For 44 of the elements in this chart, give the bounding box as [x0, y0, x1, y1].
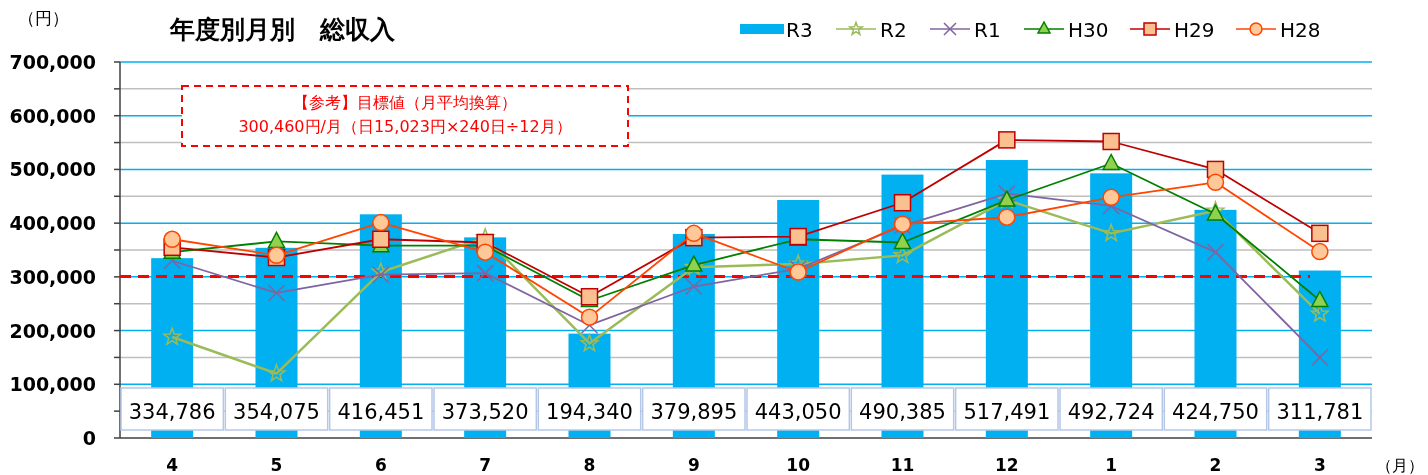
annotation: 【参考】目標値（月平均換算）	[293, 93, 517, 112]
x-tick-label: 4	[166, 455, 179, 475]
y-tick-label: 500,000	[9, 158, 96, 181]
data-label: 517,491	[963, 400, 1051, 424]
annotation: 300,460円/月（日15,023円×240日÷12月）	[238, 117, 572, 136]
data-label: 373,520	[441, 400, 529, 424]
legend-label: R2	[880, 18, 907, 42]
chart-title: 年度別月別 総収入	[169, 15, 396, 44]
x-tick-label: 1	[1105, 455, 1118, 475]
x-axis-title: （月）	[1376, 456, 1424, 475]
annotation: 【参考】目標値（月平均換算） 300,460円/月（日15,023円×240日÷12月）	[181, 85, 629, 147]
x-tick-label: 2	[1209, 455, 1222, 475]
data-label: 194,340	[546, 400, 633, 424]
data-label: 354,075	[233, 400, 320, 424]
y-tick-label: 700,000	[9, 51, 96, 73]
legend-label: H29	[1174, 18, 1215, 42]
data-label: 379,895	[650, 400, 738, 424]
y-tick-label: 0	[82, 427, 96, 449]
data-label: 443,050	[754, 400, 842, 424]
data-label: 492,724	[1067, 400, 1155, 424]
legend-label: H28	[1280, 18, 1321, 42]
y-tick-label: 200,000	[9, 319, 96, 342]
data-label: 424,750	[1172, 400, 1259, 424]
y-tick-label: 400,000	[9, 212, 96, 235]
x-tick-label: 5	[270, 455, 283, 475]
x-tick-label: 11	[890, 455, 915, 475]
x-tick-label: 12	[995, 455, 1019, 475]
x-tick-label: 7	[479, 455, 492, 475]
x-tick-label: 10	[786, 455, 811, 475]
data-label: 416,451	[337, 400, 425, 424]
x-tick-label: 3	[1313, 455, 1326, 475]
legend-label: R3	[786, 18, 813, 42]
x-tick-label: 8	[583, 455, 596, 475]
x-tick-label: 6	[374, 455, 387, 475]
y-tick-label: 300,000	[9, 265, 96, 288]
data-label: 334,786	[128, 400, 216, 424]
data-label: 311,781	[1276, 400, 1364, 424]
y-tick-label: 100,000	[9, 373, 96, 396]
legend-label: R1	[974, 18, 1001, 42]
y-axis-title: （円）	[18, 8, 69, 28]
data-label: 490,385	[859, 400, 946, 424]
y-tick-label: 600,000	[9, 104, 96, 127]
x-tick-label: 9	[687, 455, 700, 475]
legend-label: H30	[1068, 18, 1109, 42]
